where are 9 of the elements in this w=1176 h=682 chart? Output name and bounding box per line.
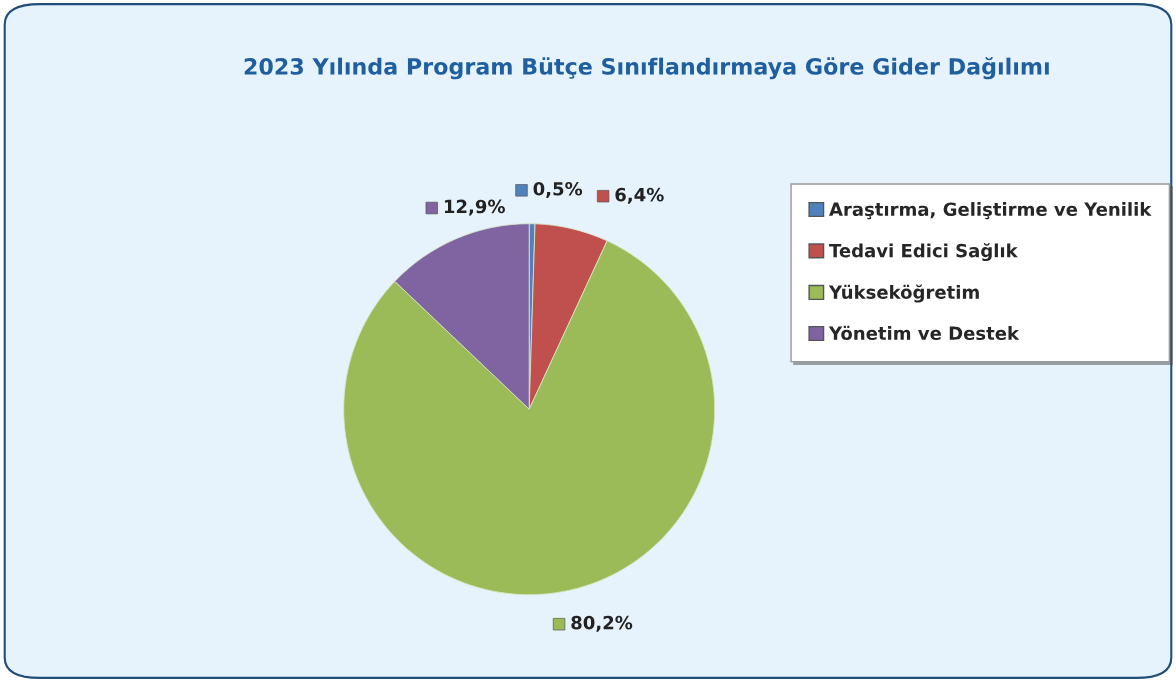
data-label: 80,2% [571,615,633,632]
data-label: 6,4% [615,187,664,204]
legend-label: Yönetim ve Destek [828,325,1020,341]
data-label: 0,5% [533,181,583,198]
data-label: 12,9% [444,199,505,216]
chart-title: 2023 Yılında Program Bütçe Sınıflandırmaya Göre Gider Dağılımı [244,57,1049,80]
legend-label: Araştırma, Geliştirme ve Yenilik [829,202,1152,220]
legend-label: Tedavi Edici Sağlık [829,243,1018,262]
legend-label: Yükseköğretim [828,284,979,303]
